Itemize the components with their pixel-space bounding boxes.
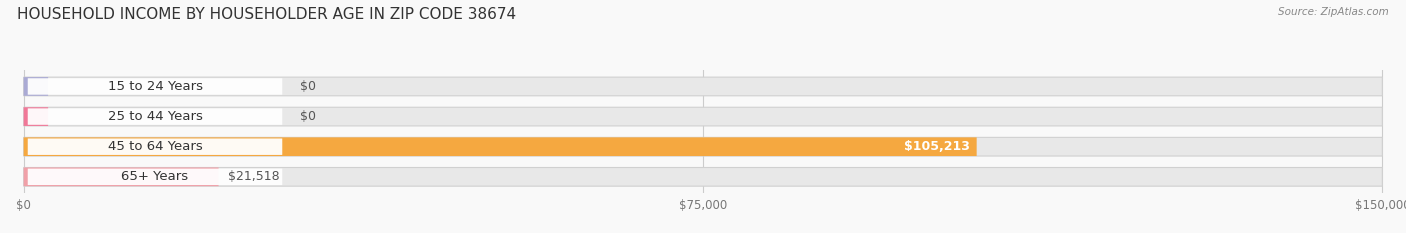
FancyBboxPatch shape	[28, 169, 283, 185]
Text: $105,213: $105,213	[904, 140, 970, 153]
Text: $0: $0	[299, 110, 316, 123]
FancyBboxPatch shape	[28, 108, 283, 125]
FancyBboxPatch shape	[24, 168, 218, 186]
Text: Source: ZipAtlas.com: Source: ZipAtlas.com	[1278, 7, 1389, 17]
FancyBboxPatch shape	[28, 138, 283, 155]
Text: 65+ Years: 65+ Years	[121, 170, 188, 183]
FancyBboxPatch shape	[24, 137, 977, 156]
FancyBboxPatch shape	[24, 107, 1382, 126]
FancyBboxPatch shape	[24, 77, 1382, 96]
FancyBboxPatch shape	[24, 137, 1382, 156]
FancyBboxPatch shape	[28, 78, 283, 95]
Text: $0: $0	[299, 80, 316, 93]
Text: 15 to 24 Years: 15 to 24 Years	[107, 80, 202, 93]
Text: 25 to 44 Years: 25 to 44 Years	[108, 110, 202, 123]
Text: $21,518: $21,518	[228, 170, 280, 183]
Text: HOUSEHOLD INCOME BY HOUSEHOLDER AGE IN ZIP CODE 38674: HOUSEHOLD INCOME BY HOUSEHOLDER AGE IN Z…	[17, 7, 516, 22]
FancyBboxPatch shape	[24, 107, 48, 126]
Text: 45 to 64 Years: 45 to 64 Years	[108, 140, 202, 153]
FancyBboxPatch shape	[24, 77, 48, 96]
FancyBboxPatch shape	[24, 168, 1382, 186]
